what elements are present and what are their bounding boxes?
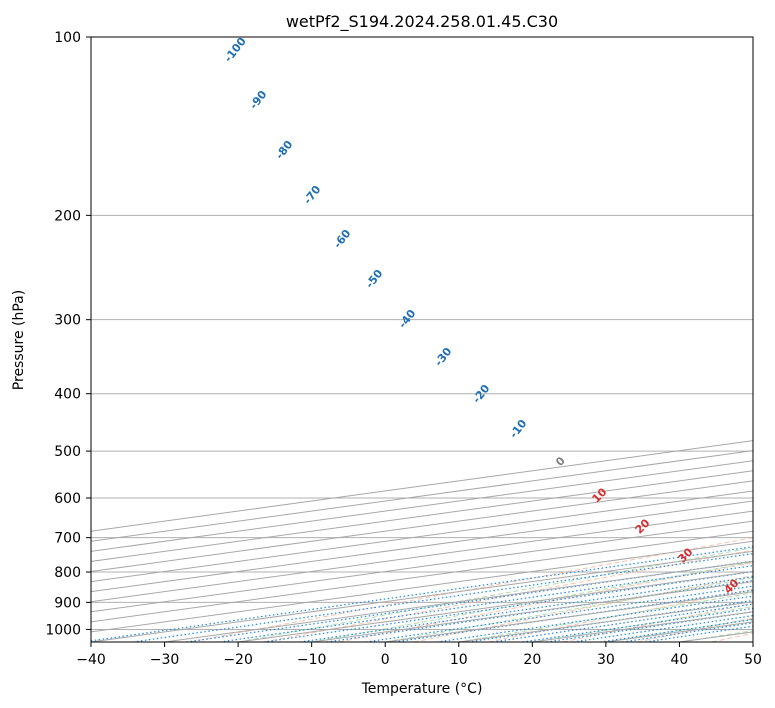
dry-adiabat-line: [562, 602, 753, 642]
dry-adiabat-label: -30: [432, 345, 455, 369]
dewpoint-profile-line: [754, 37, 775, 595]
dry-adiabat-label: -80: [273, 138, 296, 162]
isotherm-line: [91, 490, 753, 583]
chart-title: wetPf2_S194.2024.258.01.45.C30: [286, 12, 558, 32]
mixing-ratio-line: [467, 599, 753, 642]
mixing-ratio-line: [622, 622, 753, 642]
dry-adiabat-label: -10: [507, 417, 530, 441]
y-tick-label: 700: [54, 531, 81, 547]
profile-lines: [754, 37, 775, 595]
moist-adiabat-line: [385, 577, 753, 642]
dry-adiabat-line: [637, 617, 753, 642]
y-tick-label: 800: [54, 565, 81, 581]
isotherm-line: [679, 631, 753, 642]
isotherm-line: [91, 550, 753, 642]
isotherm-line: [311, 581, 753, 642]
plot-frame: [90, 36, 754, 643]
x-tick-label: 40: [671, 652, 689, 668]
dry-adiabat-label: -50: [363, 267, 386, 291]
y-tick-label: 400: [54, 387, 81, 403]
y-tick-label: 200: [54, 208, 81, 224]
isotherm-line: [91, 510, 753, 603]
y-tick-label: 1000: [45, 622, 81, 638]
moist-adiabat-line: [458, 592, 753, 642]
isotherm-line: [91, 480, 753, 573]
isotherm-line: [91, 540, 753, 633]
y-tick-label: 300: [54, 313, 81, 329]
dry-adiabat-line: [264, 549, 753, 642]
x-tick-label: 30: [597, 652, 615, 668]
moist-adiabat-label: 20: [633, 516, 653, 536]
mixing-ratio-line: [132, 553, 753, 642]
mixing-ratio-line: [522, 607, 753, 642]
isotherm-line: [91, 520, 753, 613]
moist-adiabat-line: [752, 641, 753, 642]
y-tick-label: 600: [54, 491, 81, 507]
x-axis-label: Temperature (°C): [361, 681, 483, 697]
x-tick-label: 20: [523, 652, 541, 668]
isotherm-line: [91, 530, 753, 623]
isotherm-line: [91, 500, 753, 593]
isotherm-line: [238, 571, 753, 642]
mixing-ratio-line: [492, 603, 753, 642]
y-tick-label: 100: [54, 30, 81, 46]
y-tick-label: 500: [54, 444, 81, 460]
dry-adiabat-label: -20: [470, 382, 493, 406]
moist-adiabat-line: [679, 630, 753, 642]
dry-adiabat-label: -60: [331, 227, 354, 251]
x-tick-label: 10: [450, 652, 468, 668]
dry-adiabat-line: [338, 562, 753, 642]
x-tick-label: 0: [381, 652, 390, 668]
isotherm-line: [385, 591, 753, 642]
mixing-ratio-line: [436, 595, 753, 642]
x-tick-label: −40: [76, 652, 106, 668]
dry-adiabat-label: -40: [396, 307, 419, 331]
dry-adiabat-label: -100: [222, 35, 249, 65]
isotherm-line: [91, 460, 753, 552]
isotherm-line: [91, 470, 753, 562]
axes: −40 −30 −20 −10 0 10 20 30 40 50 100 200 300 400 500 60…: [45, 30, 762, 668]
dry-adiabat-label: -90: [247, 88, 270, 112]
moist-adiabat-line: [238, 547, 753, 642]
dry-adiabat-line: [189, 537, 753, 642]
x-tick-label: −10: [297, 652, 327, 668]
mixing-ratio-line: [91, 546, 753, 642]
dry-adiabat-label: -70: [301, 183, 324, 207]
isotherm-line: [532, 611, 753, 642]
x-tick-label: −30: [150, 652, 180, 668]
x-tick-label: 50: [744, 652, 762, 668]
y-tick-label: 900: [54, 595, 81, 611]
moist-adiabat-line: [532, 606, 753, 642]
x-tick-label: −20: [223, 652, 253, 668]
isotherm-line: [91, 450, 753, 542]
y-axis-label: Pressure (hPa): [11, 290, 27, 390]
isotherm-line: [752, 641, 753, 642]
isotherm-line: [458, 601, 753, 642]
moist-adiabat-line: [311, 561, 753, 642]
background-lines: [91, 37, 753, 642]
